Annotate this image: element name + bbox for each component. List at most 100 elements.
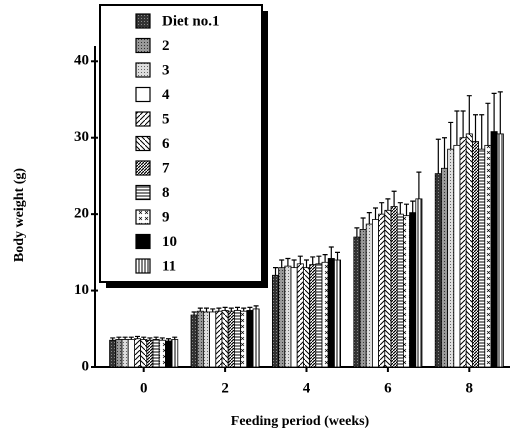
- bar: [158, 339, 166, 368]
- bar: [278, 267, 286, 368]
- x-axis-label: Feeding period (weeks): [231, 414, 370, 429]
- error-bar: [110, 337, 116, 341]
- error-bar: [128, 336, 134, 340]
- error-bar: [448, 121, 454, 150]
- legend-swatch: [135, 86, 151, 103]
- legend-swatch: [135, 37, 151, 54]
- x-tick-label: 0: [140, 380, 148, 396]
- bar: [309, 264, 317, 368]
- legend-swatch: [135, 135, 151, 152]
- y-tick-label: 10: [74, 282, 89, 298]
- legend-label: 2: [162, 38, 170, 54]
- error-bar: [122, 336, 128, 340]
- error-bar: [153, 336, 159, 340]
- error-bar: [204, 307, 209, 312]
- bar: [284, 265, 292, 368]
- legend-label: 7: [162, 160, 170, 176]
- error-bar: [228, 307, 234, 312]
- error-bar: [141, 336, 147, 340]
- x-tick-label: 4: [303, 380, 311, 396]
- bar: [290, 267, 298, 368]
- error-bar: [379, 202, 385, 215]
- bar: [196, 310, 204, 368]
- bar: [121, 339, 129, 368]
- legend-label: Diet no.1: [162, 13, 220, 29]
- bar: [115, 339, 123, 368]
- error-bar: [166, 338, 171, 342]
- error-bar: [304, 259, 309, 268]
- error-bar: [159, 337, 165, 341]
- error-bar: [291, 259, 297, 268]
- bar: [215, 310, 223, 368]
- bar: [353, 236, 361, 368]
- legend-label: 4: [162, 87, 170, 103]
- error-bar: [435, 138, 441, 174]
- bar: [396, 213, 404, 368]
- error-bar: [216, 307, 222, 312]
- legend-swatch: [135, 184, 151, 201]
- bar: [384, 209, 392, 368]
- error-bar: [385, 198, 391, 211]
- bar: [365, 223, 373, 368]
- bar: [321, 261, 329, 368]
- error-bar: [147, 337, 153, 341]
- bar: [327, 258, 335, 368]
- bar: [133, 338, 141, 368]
- bar: [202, 311, 210, 368]
- error-bar: [297, 255, 303, 264]
- error-bar: [273, 267, 278, 276]
- error-bar: [373, 207, 378, 220]
- error-bar: [479, 114, 485, 150]
- legend-label: 10: [162, 234, 177, 250]
- error-bar: [253, 305, 259, 309]
- bar: [390, 206, 398, 368]
- legend-label: 5: [162, 111, 170, 127]
- bar: [246, 310, 254, 368]
- error-bar: [460, 110, 466, 138]
- error-bar: [366, 212, 372, 225]
- y-axis-label: Body weight (g): [12, 168, 27, 262]
- error-bar: [241, 307, 247, 312]
- error-bar: [285, 257, 291, 267]
- y-tick-label: 30: [74, 129, 89, 145]
- bar: [465, 133, 473, 368]
- bar: [296, 263, 304, 368]
- x-tick-label: 8: [466, 380, 474, 396]
- error-bar: [442, 137, 447, 169]
- bar: [240, 310, 248, 368]
- error-bar: [397, 202, 403, 215]
- bar: [447, 148, 455, 368]
- y-tick-label: 0: [82, 358, 90, 374]
- bar: [378, 213, 386, 368]
- error-bar: [360, 217, 366, 230]
- legend-swatch: [135, 13, 151, 29]
- error-bar: [210, 308, 216, 312]
- bar: [227, 310, 235, 368]
- error-bar: [222, 306, 228, 311]
- error-bar: [473, 114, 478, 142]
- bar: [478, 148, 486, 368]
- error-bar: [454, 110, 460, 146]
- error-bar: [235, 306, 240, 311]
- error-bar: [391, 190, 397, 207]
- bar: [409, 212, 417, 368]
- legend-label: 11: [162, 258, 176, 274]
- error-bar: [172, 336, 178, 340]
- error-bar: [247, 306, 253, 311]
- bar: [440, 167, 448, 368]
- bar: [271, 274, 279, 368]
- bar: [146, 339, 154, 368]
- error-bar: [335, 251, 340, 260]
- error-bar: [497, 91, 503, 134]
- bar: [109, 339, 117, 368]
- bar: [152, 339, 160, 368]
- bar: [415, 198, 423, 368]
- error-bar: [191, 311, 197, 316]
- x-tick-label: 2: [221, 380, 229, 396]
- error-bar: [404, 203, 409, 216]
- bar: [315, 263, 323, 368]
- error-bar: [328, 246, 334, 259]
- bar: [333, 259, 341, 368]
- legend-label: 9: [162, 209, 170, 225]
